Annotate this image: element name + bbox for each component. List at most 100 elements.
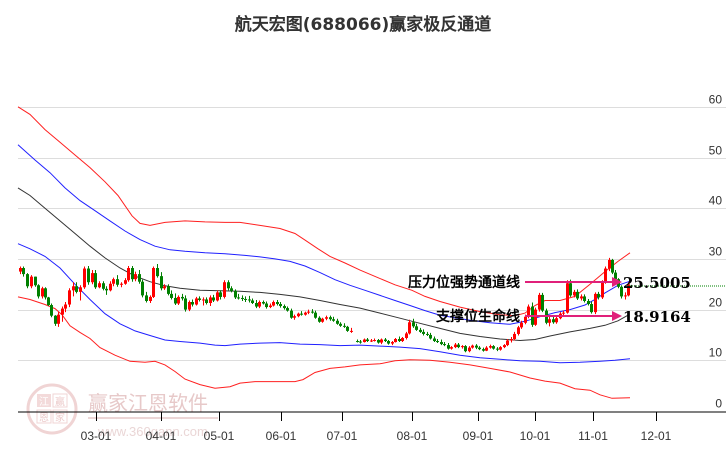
resistance-annotation: 压力位强势通道线 25.5005 [408, 274, 691, 292]
candle-down [138, 274, 141, 282]
candle-up [98, 283, 101, 288]
x-tick-label: 05-01 [204, 429, 235, 443]
candle-up [527, 306, 530, 317]
candle-down [290, 310, 293, 318]
watermark: 江 赢 恩 家 赢家江恩软件 www.360gann.com [26, 383, 218, 439]
lower-outer-band-line [17, 296, 631, 399]
candle-up [601, 282, 604, 298]
candle-down [433, 338, 436, 342]
candle-up [57, 314, 60, 324]
candle-down [422, 331, 425, 334]
candle-down [318, 317, 321, 322]
resistance-label: 压力位强势通道线 [408, 274, 520, 291]
candle-down [332, 319, 335, 321]
candle-up [64, 304, 67, 309]
candle-down [541, 294, 544, 311]
candle-down [415, 326, 418, 330]
candle-down [105, 288, 108, 291]
candle-up [380, 339, 383, 343]
candle-down [47, 297, 50, 306]
candle-down [398, 339, 401, 342]
candle-up [573, 291, 576, 296]
candle-up [91, 273, 94, 283]
candle-down [329, 317, 332, 320]
x-tick-label: 04-01 [146, 429, 177, 443]
lower-inner-band-line [17, 243, 631, 364]
candle-down [464, 346, 467, 352]
candle-down [614, 272, 617, 280]
candle-down [475, 345, 478, 348]
watermark-url: www.360gann.com [97, 424, 208, 439]
candle-up [112, 279, 115, 284]
candle-up [304, 312, 307, 315]
y-tick-label: 10 [709, 346, 723, 360]
annotations: 压力位强势通道线 25.5005 支撑位生命线 18.9164 [408, 274, 691, 326]
candle-up [209, 297, 212, 304]
candle-up [627, 284, 630, 296]
candle-up [489, 346, 492, 348]
watermark-text: 赢家江恩软件 [88, 391, 208, 415]
candle-down [583, 296, 586, 301]
candle-down [576, 291, 579, 299]
candle-down [336, 320, 339, 324]
candle-up [350, 330, 353, 332]
candle-up [30, 276, 33, 287]
candle-up [120, 283, 123, 285]
candle-down [102, 283, 105, 289]
candle-down [265, 303, 268, 308]
svg-text:江: 江 [39, 396, 49, 408]
candlesticks [19, 257, 630, 353]
candle-down [255, 303, 258, 307]
candle-down [141, 281, 144, 296]
candle-up [534, 309, 537, 325]
channel-bands [17, 106, 631, 399]
candle-up [195, 298, 198, 305]
candle-down [426, 333, 429, 335]
y-tick-label: 60 [709, 93, 723, 107]
candle-down [34, 276, 37, 286]
candle-down [283, 306, 286, 309]
candle-down [87, 268, 90, 283]
candle-down [191, 301, 194, 305]
candle-up [177, 296, 180, 304]
candle-up [499, 347, 502, 350]
candle-up [61, 308, 64, 315]
candle-down [184, 298, 187, 310]
candle-down [447, 345, 450, 349]
candle-down [587, 300, 590, 305]
candle-down [412, 322, 415, 327]
candle-up [109, 283, 112, 291]
candle-up [624, 295, 627, 297]
candle-up [83, 268, 86, 288]
candle-up [19, 268, 22, 272]
candle-down [436, 341, 439, 343]
candle-down [478, 347, 481, 350]
x-tick-label: 12-01 [641, 429, 672, 443]
candle-up [124, 280, 127, 284]
x-tick-label: 11-01 [578, 429, 608, 443]
candle-up [454, 344, 457, 348]
candle-up [307, 311, 310, 313]
upper-outer-band-line [17, 106, 631, 317]
resistance-value: 25.5005 [623, 274, 691, 292]
candle-up [297, 313, 300, 317]
candle-up [401, 337, 404, 342]
candle-down [359, 341, 362, 343]
candle-up [513, 333, 516, 340]
candle-down [131, 268, 134, 280]
support-label: 支撑位生命线 [435, 308, 520, 325]
svg-text:恩: 恩 [39, 412, 49, 424]
candle-down [167, 286, 170, 294]
candle-down [569, 283, 572, 296]
candle-down [597, 293, 600, 298]
x-axis: 03-01 04-01 05-01 06-01 07-01 08-01 09-01 10-01… [18, 411, 726, 443]
candle-down [75, 286, 78, 292]
candle-up [269, 305, 272, 308]
y-tick-label: 50 [709, 144, 723, 158]
candle-up [538, 294, 541, 310]
x-tick-label: 09-01 [463, 429, 494, 443]
candle-down [482, 349, 485, 351]
candle-down [419, 329, 422, 332]
candle-down [205, 299, 208, 304]
